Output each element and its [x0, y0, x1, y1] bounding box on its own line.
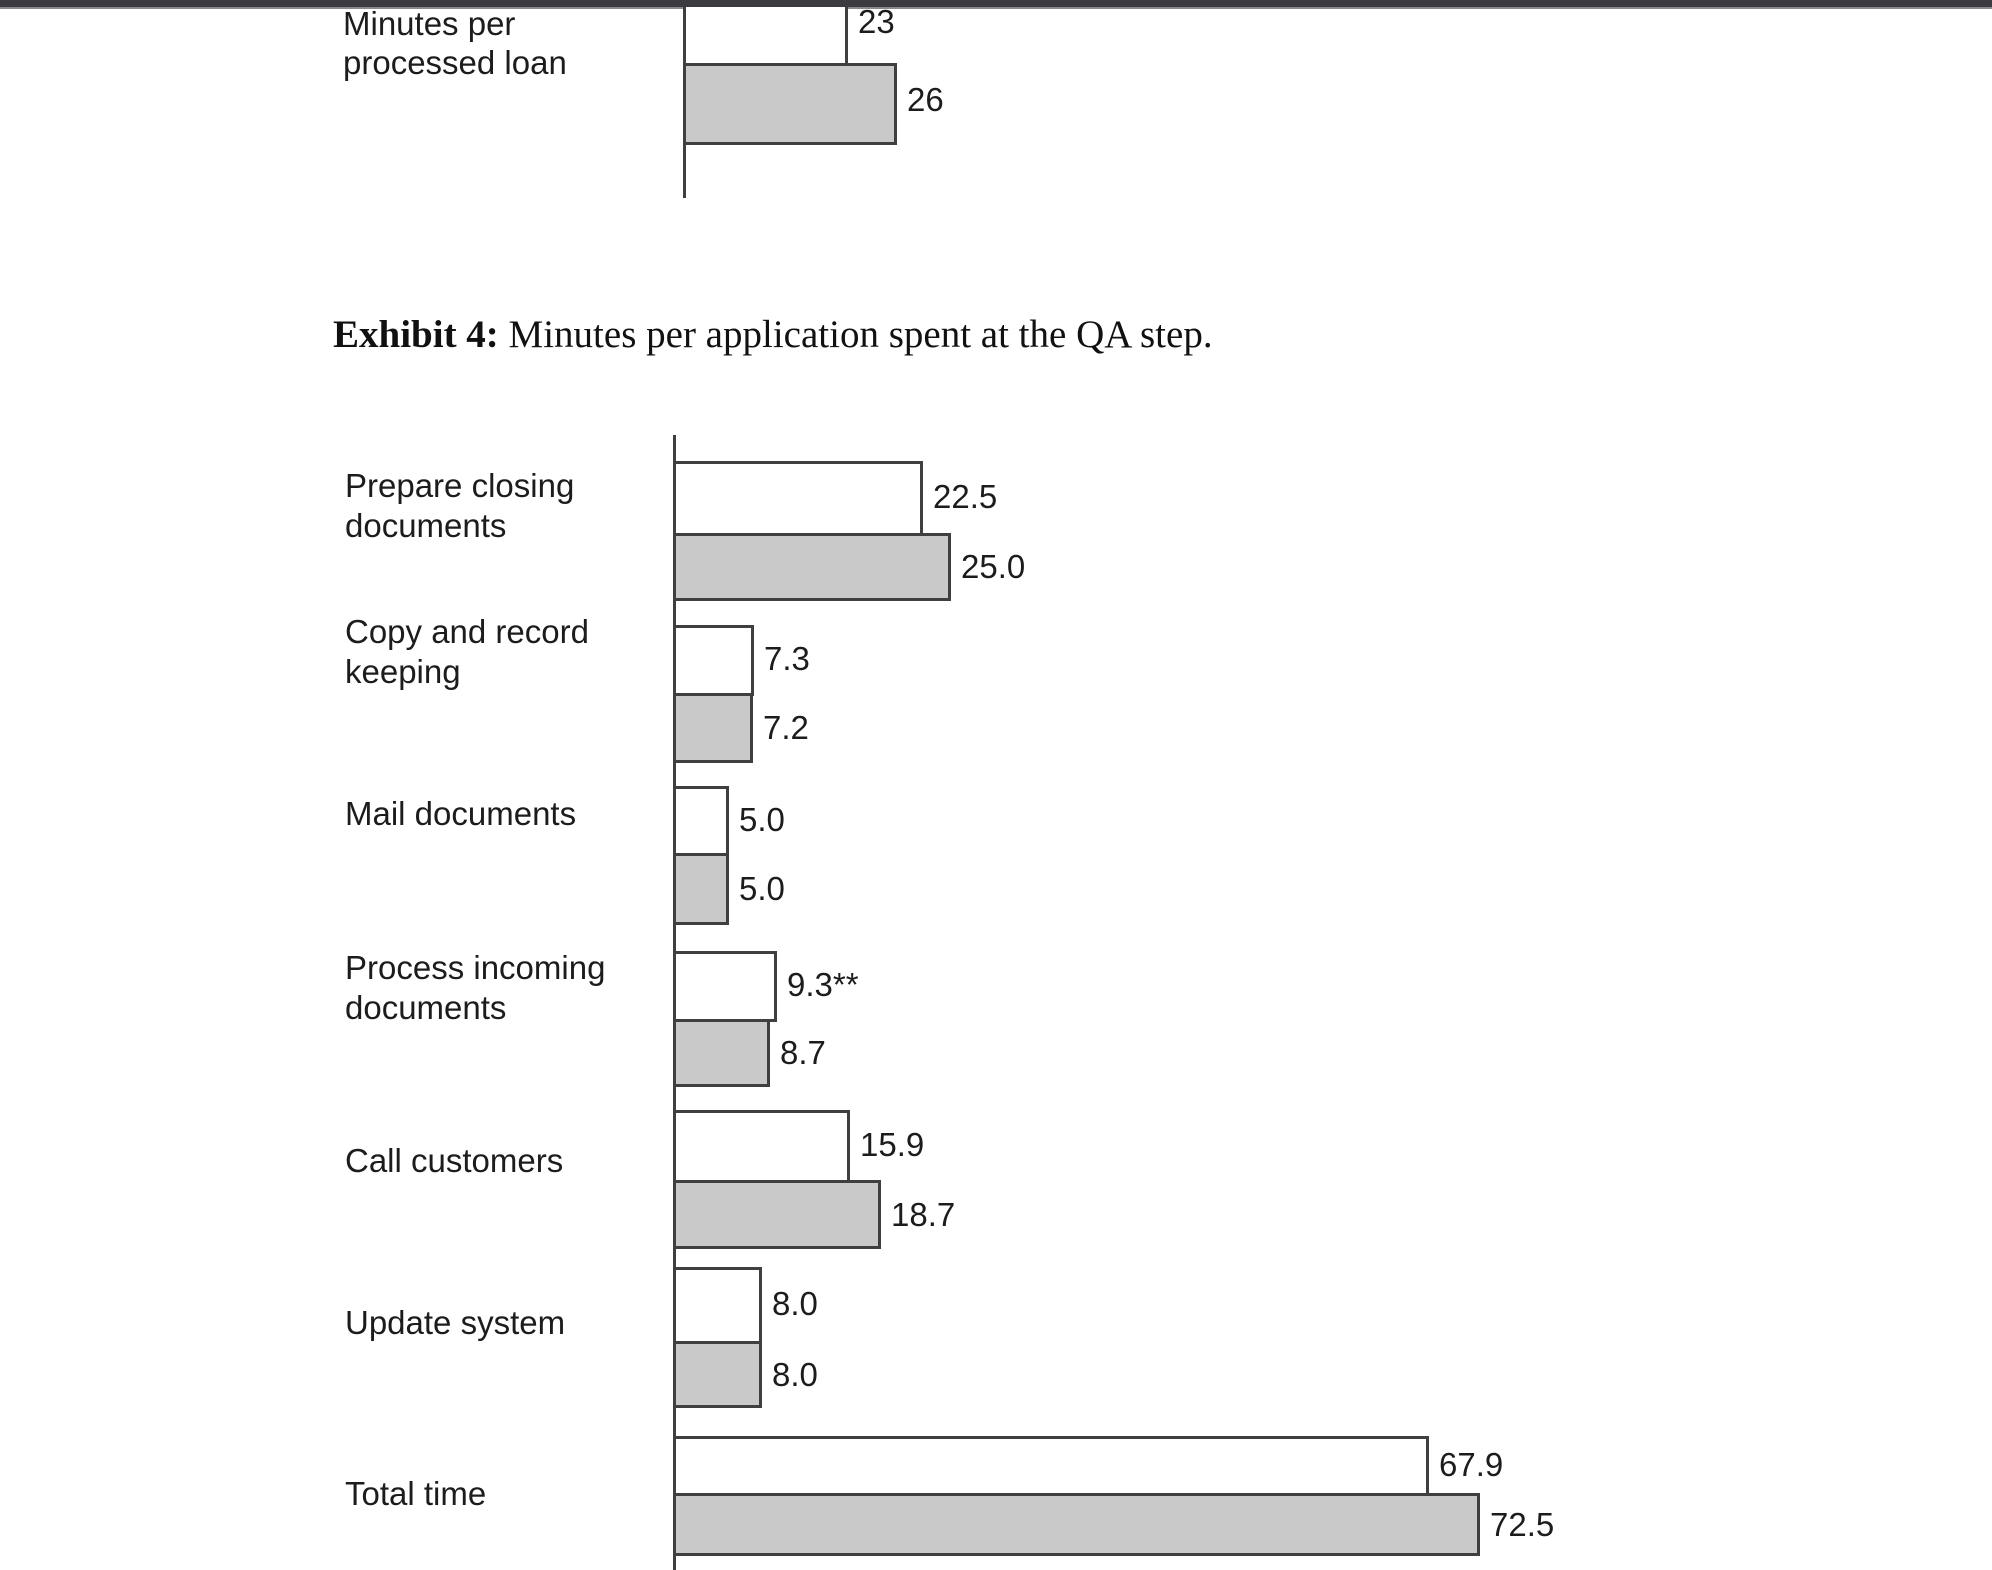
bar-value-label: 67.9: [1439, 1446, 1504, 1483]
category-label: Mail documents: [345, 795, 577, 832]
bar-shaded: [683, 63, 897, 145]
bar-unshaded: [673, 786, 729, 856]
bar-value-label: 5.0: [739, 870, 785, 907]
bar-shaded: [673, 1341, 762, 1408]
category-label: Prepare closing documents: [345, 467, 575, 544]
bar-shaded: [673, 1493, 1480, 1556]
bar-value-label: 8.0: [772, 1285, 818, 1322]
bar-unshaded: [673, 951, 777, 1022]
exhibit-caption-text: Minutes per application spent at the QA …: [498, 313, 1213, 356]
bar-value-label: 18.7: [891, 1196, 956, 1233]
bar-unshaded: [673, 1110, 850, 1183]
bar-value-label: 7.2: [763, 709, 809, 746]
bar-value-label: 23: [858, 3, 895, 40]
bar-shaded: [673, 533, 951, 601]
category-label: Copy and record keeping: [345, 613, 589, 690]
bar-shaded: [673, 1180, 881, 1249]
bar-value-label: 8.0: [772, 1356, 818, 1393]
category-label: Total time: [345, 1475, 487, 1512]
exhibit-caption: Exhibit 4: Minutes per application spent…: [333, 312, 1213, 358]
bar-shaded: [673, 693, 753, 763]
bar-unshaded: [673, 625, 754, 696]
bar-value-label: 72.5: [1490, 1506, 1555, 1543]
bar-unshaded: [673, 461, 923, 536]
bar-value-label: 8.7: [780, 1034, 826, 1071]
window-top-edge: [0, 0, 1992, 9]
bar-shaded: [673, 853, 729, 925]
bar-unshaded: [673, 1436, 1429, 1496]
bar-unshaded: [673, 1267, 762, 1344]
bar-value-label: 7.3: [764, 640, 810, 677]
bar-value-label: 26: [907, 81, 944, 118]
category-label: Call customers: [345, 1142, 564, 1179]
category-label: Update system: [345, 1304, 566, 1341]
category-label: Process incoming documents: [345, 949, 606, 1026]
bar-value-label: 9.3**: [787, 966, 859, 1003]
category-label: Minutes per processed loan: [343, 5, 567, 81]
bar-value-label: 5.0: [739, 801, 785, 838]
bar-value-label: 25.0: [961, 548, 1026, 585]
bar-shaded: [673, 1019, 770, 1087]
exhibit-caption-number: Exhibit 4:: [333, 313, 499, 356]
bar-value-label: 15.9: [860, 1126, 925, 1163]
bar-value-label: 22.5: [933, 478, 998, 515]
